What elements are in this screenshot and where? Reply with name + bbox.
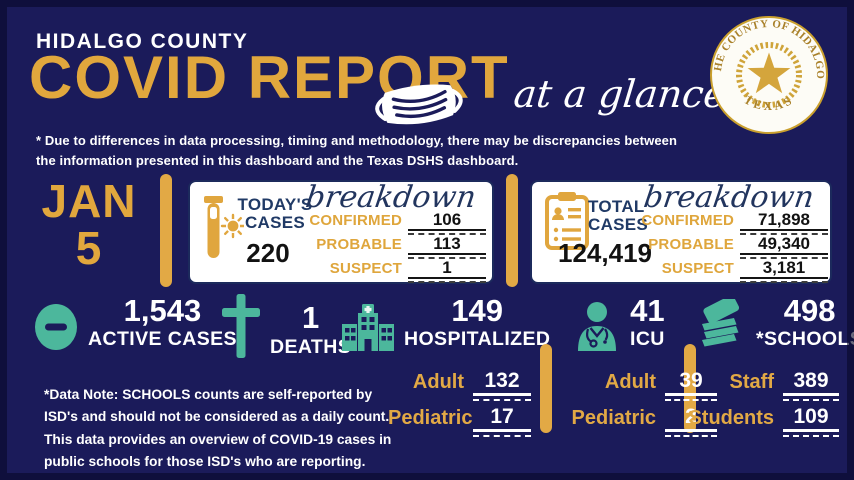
divider-bar <box>540 344 552 433</box>
table-row: Students 109 <box>688 406 839 437</box>
icu-value: 41 <box>630 293 665 328</box>
table-row: CONFIRMED 106 <box>298 211 486 235</box>
books-stack-icon <box>702 298 740 347</box>
stat-icu: 41 ICU <box>574 293 665 351</box>
clipboard-icon <box>545 192 589 250</box>
icu-label: ICU <box>630 328 665 351</box>
disclaimer: * Due to differences in data processing,… <box>36 131 677 171</box>
county-seal-icon: THE COUNTY OF HIDALGO TEXAS <box>708 14 828 134</box>
county-name: HIDALGO COUNTY <box>36 30 249 53</box>
data-note: *Data Note: SCHOOLS counts are self-repo… <box>44 387 392 470</box>
table-row: Staff 389 <box>688 370 839 401</box>
schools-label: *SCHOOLS <box>756 328 854 351</box>
stat-schools: 498 *SCHOOLS <box>694 293 854 351</box>
seal-bottom-text: TEXAS <box>742 92 794 113</box>
divider-bar <box>684 344 696 433</box>
date-day: 5 <box>75 221 103 274</box>
table-row: SUSPECT 1 <box>298 259 486 283</box>
todays-cases-value: 220 <box>246 238 290 268</box>
table-row: CONFIRMED 71,898 <box>630 211 828 235</box>
table-row: PROBABLE 49,340 <box>630 235 828 259</box>
todays-cases-card: TODAY'S CASES 220 breakdown CONFIRMED 10… <box>188 180 494 284</box>
disclaimer-line-2: the information presented in this dashbo… <box>36 153 519 169</box>
total-cases-value: 124,419 <box>558 238 652 268</box>
table-row: PROBABLE 113 <box>298 235 486 259</box>
table-row: Pediatric 17 <box>388 406 531 437</box>
divider-bar <box>506 174 518 287</box>
hospitalized-breakdown: Adult 132 Pediatric 17 <box>388 370 531 442</box>
cross-icon <box>222 294 260 358</box>
todays-cases-label: TODAY'S CASES <box>237 195 313 232</box>
stat-hospitalized: 149 HOSPITALIZED <box>342 293 551 351</box>
deaths-value: 1 <box>301 300 320 336</box>
total-breakdown-table: CONFIRMED 71,898 PROBABLE 49,340 SUSPECT… <box>630 211 828 283</box>
schools-value: 498 <box>783 293 836 328</box>
active-cases-value: 1,543 <box>123 293 202 328</box>
total-cases-card: TOTAL CASES 124,419 breakdown CONFIRMED … <box>530 180 832 284</box>
table-row: Adult 132 <box>388 370 531 401</box>
date-month: JAN <box>41 175 137 227</box>
disclaimer-line-1: * Due to differences in data processing,… <box>36 133 678 148</box>
divider-bar <box>160 174 172 287</box>
table-row: SUSPECT 3,181 <box>630 259 828 283</box>
table-row: Pediatric 2 <box>570 406 717 437</box>
svg-text:TEXAS: TEXAS <box>742 92 797 113</box>
deaths-label: DEATHS <box>270 335 352 358</box>
total-cases-label: TOTAL CASES <box>588 197 649 234</box>
hospital-icon <box>342 303 394 351</box>
report-date: JAN 5 <box>26 178 152 272</box>
hospitalized-value: 149 <box>451 293 504 328</box>
hospitalized-label: HOSPITALIZED <box>404 328 551 351</box>
face-mask-icon <box>375 84 463 125</box>
stat-deaths: 1 DEATHS <box>222 294 351 358</box>
table-row: Adult 39 <box>570 370 717 401</box>
schools-breakdown: Staff 389 Students 109 <box>688 370 839 442</box>
doctor-icon <box>578 301 616 351</box>
minus-circle-icon <box>35 303 77 350</box>
todays-breakdown-table: CONFIRMED 106 PROBABLE 113 SUSPECT 1 <box>298 211 486 283</box>
active-cases-label: ACTIVE CASES <box>88 328 237 351</box>
stat-active-cases: 1,543 ACTIVE CASES <box>34 293 237 351</box>
icu-breakdown: Adult 39 Pediatric 2 <box>570 370 717 442</box>
test-tube-virus-icon <box>204 196 244 258</box>
